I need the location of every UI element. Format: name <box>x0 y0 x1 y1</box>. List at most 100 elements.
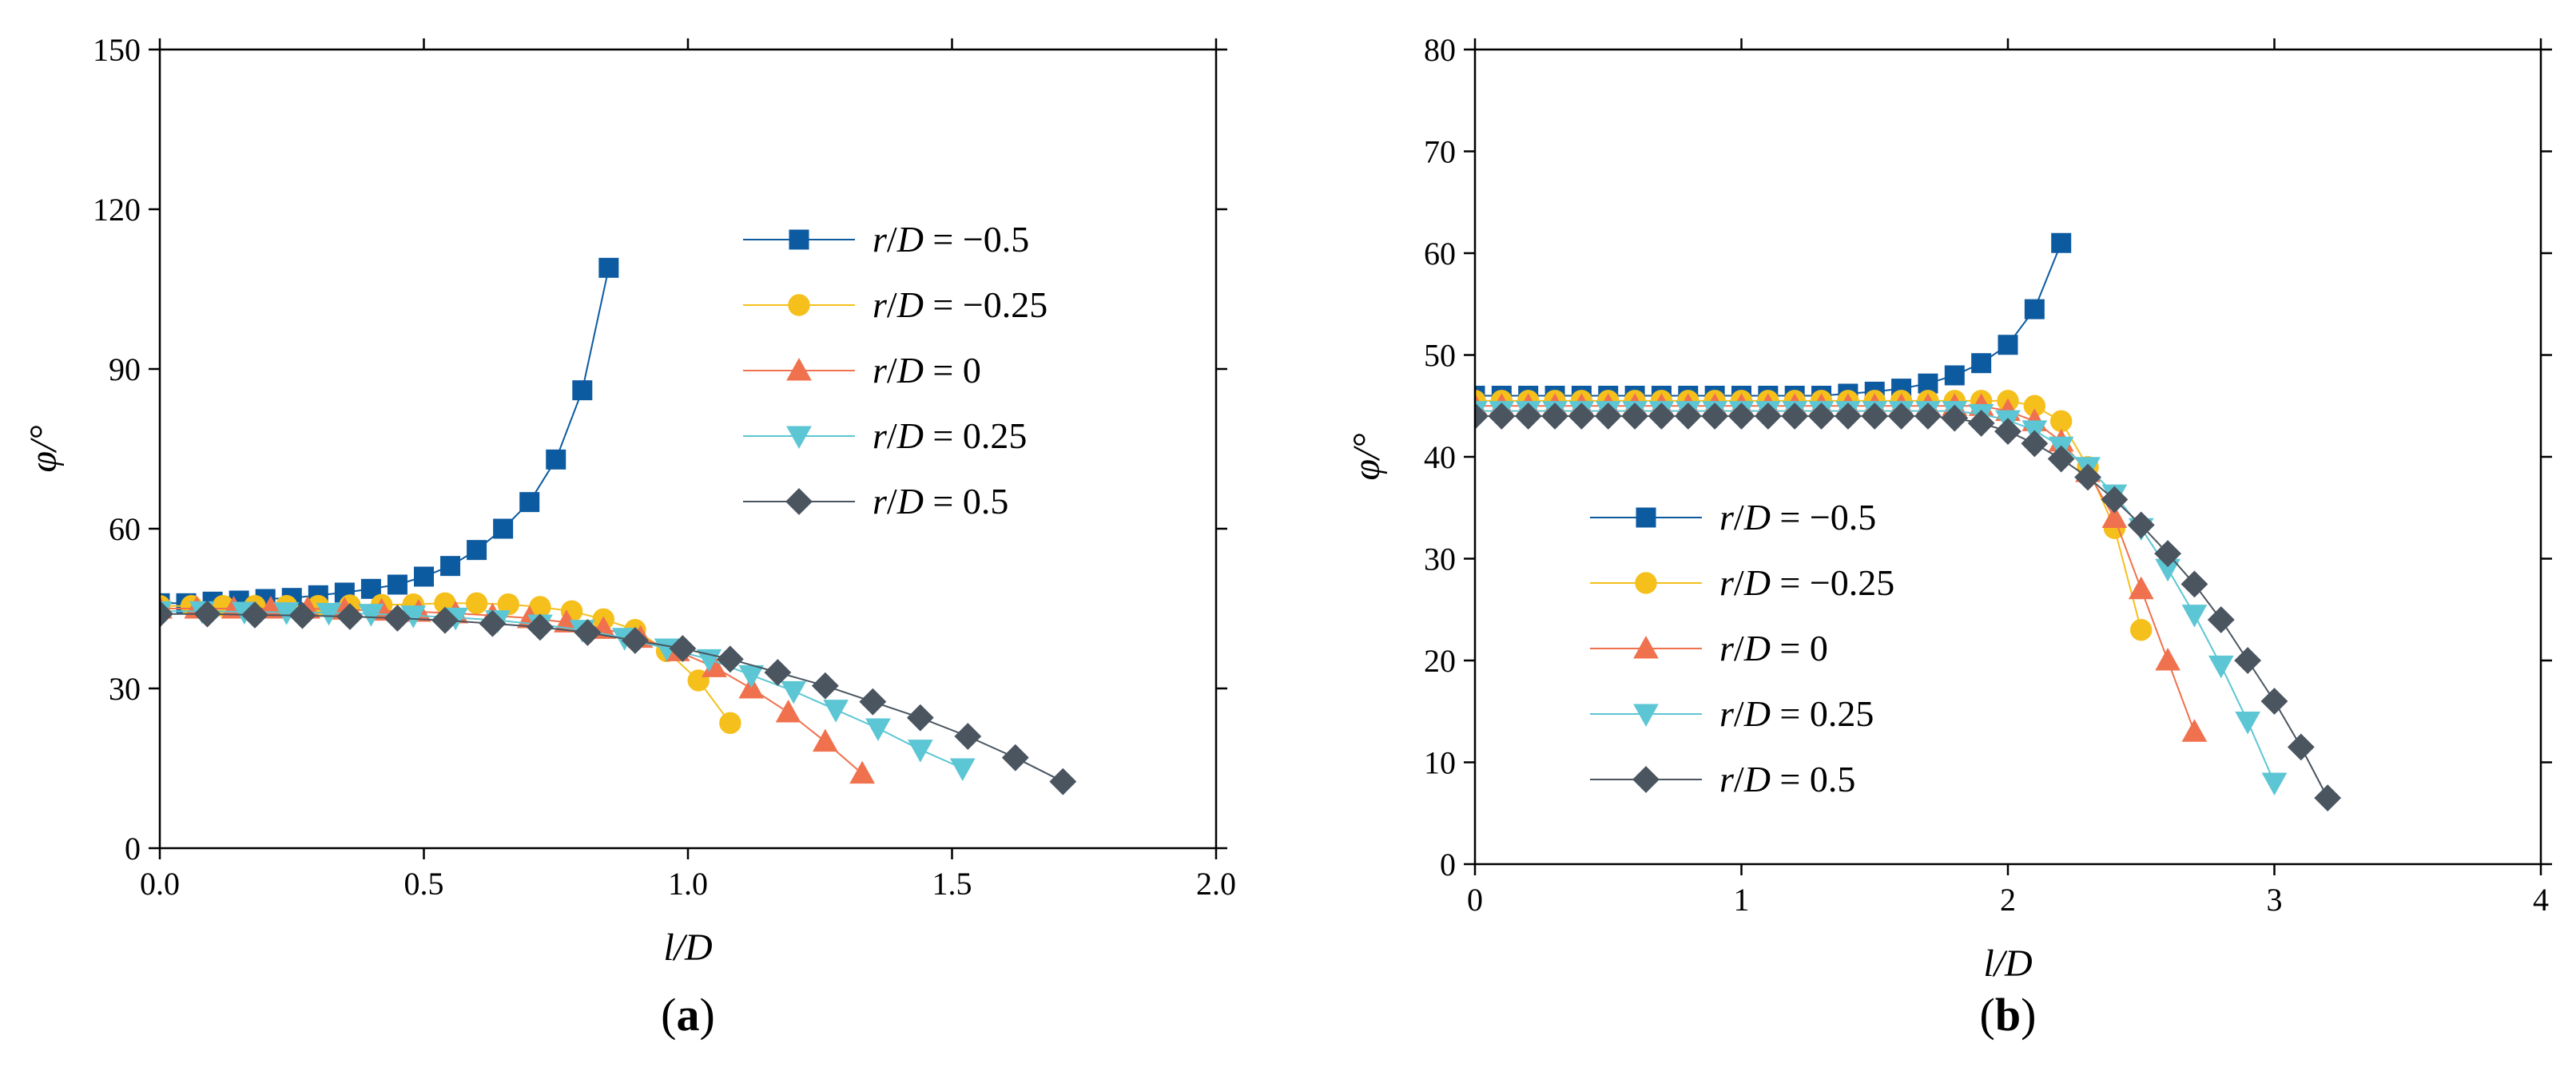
data-point <box>2051 232 2072 253</box>
series-4 <box>1475 403 2342 812</box>
data-point <box>598 257 619 278</box>
data-point <box>621 627 649 654</box>
data-point <box>2024 299 2045 319</box>
data-point <box>2101 505 2128 528</box>
legend-label: r/D = −0.25 <box>873 284 1047 325</box>
series-0 <box>1475 232 2072 406</box>
panel-label: (a) <box>661 989 715 1041</box>
y-tick-label: 20 <box>1424 643 1456 679</box>
data-point <box>1781 403 1809 430</box>
legend-marker <box>785 488 813 515</box>
y-tick-label: 30 <box>109 671 141 707</box>
data-point <box>764 659 792 686</box>
data-point <box>2130 619 2153 641</box>
x-tick-label: 1.0 <box>668 866 708 902</box>
legend-marker <box>1633 704 1659 728</box>
data-point <box>1967 410 1995 437</box>
x-tick-label: 1.5 <box>932 866 972 902</box>
data-point <box>849 760 875 784</box>
data-point <box>1621 403 1649 430</box>
series-0 <box>160 257 619 613</box>
data-point <box>414 566 434 587</box>
y-tick-label: 70 <box>1424 134 1456 170</box>
x-tick-label: 0 <box>1467 882 1483 918</box>
data-point <box>1994 418 2021 446</box>
y-tick-label: 10 <box>1424 745 1456 781</box>
legend-label: r/D = 0.5 <box>873 481 1008 522</box>
legend-label: r/D = 0.25 <box>873 415 1027 456</box>
data-point <box>2287 733 2315 761</box>
legend-label: r/D = 0 <box>1719 628 1828 668</box>
data-point <box>2101 486 2129 514</box>
data-point <box>1944 365 1965 386</box>
axes-frame <box>1473 48 2542 866</box>
x-tick-label: 2 <box>2000 882 2016 918</box>
data-point <box>1674 403 1702 430</box>
legend-marker <box>1632 766 1660 793</box>
series-line <box>160 613 1063 783</box>
y-tick-label: 40 <box>1424 439 1456 475</box>
panel-label: (b) <box>1980 989 2037 1041</box>
plot-area <box>160 257 1077 795</box>
data-point <box>241 601 268 629</box>
data-point <box>387 574 407 595</box>
data-point <box>1049 768 1077 795</box>
legend-marker <box>1635 572 1657 594</box>
data-point <box>1887 403 1915 430</box>
panel-a: 0.0 0.5 1.0 1.5 2.0 0 30 60 90 120 150 l/D φ/° (a) r/D… <box>22 32 1236 1041</box>
x-tick-label: 4 <box>2533 882 2549 918</box>
data-point <box>2208 655 2234 679</box>
x-tick-label: 0.0 <box>140 866 180 902</box>
y-tick-label: 50 <box>1424 338 1456 374</box>
data-point <box>574 619 602 646</box>
x-tick-label: 2.0 <box>1196 866 1236 902</box>
data-point <box>493 518 514 539</box>
x-tick-label: 3 <box>2267 882 2283 918</box>
data-point <box>497 593 519 616</box>
legend-label: r/D = 0 <box>873 350 981 391</box>
legend-marker <box>1636 507 1656 528</box>
data-point <box>719 712 741 735</box>
data-point <box>2047 445 2075 473</box>
data-point <box>1998 335 2018 355</box>
x-axis-label: l/D <box>1983 942 2032 985</box>
legend-marker <box>789 229 809 250</box>
data-point <box>1594 403 1622 430</box>
y-tick-label: 30 <box>1424 541 1456 577</box>
data-point <box>465 592 488 615</box>
data-point <box>1488 403 1516 430</box>
x-tick-label: 1 <box>1734 882 1750 918</box>
data-point <box>811 672 839 700</box>
legend-marker <box>786 357 812 381</box>
legend-label: r/D = 0.5 <box>1719 759 1855 799</box>
data-point <box>2261 772 2288 796</box>
data-point <box>1941 404 1969 432</box>
y-tick-label: 80 <box>1424 32 1456 68</box>
data-point <box>2260 688 2288 715</box>
data-point <box>440 556 461 577</box>
data-point <box>336 603 364 630</box>
data-point <box>2154 540 2182 568</box>
data-point <box>288 601 316 629</box>
data-point <box>1807 403 1835 430</box>
y-axis-label: φ/° <box>1346 433 1388 480</box>
data-point <box>907 740 933 763</box>
data-point <box>1701 403 1729 430</box>
data-point <box>813 728 838 752</box>
data-point <box>479 609 507 637</box>
data-point <box>1971 353 1992 374</box>
y-tick-label: 150 <box>93 32 141 68</box>
data-point <box>2180 570 2208 598</box>
legend: r/D = −0.5 r/D = −0.25 r/D = 0 r/D = 0.25 r/… <box>1590 497 1894 799</box>
axes-frame <box>158 48 1218 850</box>
legend-label: r/D = −0.5 <box>873 219 1029 260</box>
legend-marker <box>786 426 812 450</box>
legend-label: r/D = 0.25 <box>1719 693 1874 734</box>
y-tick-label: 90 <box>109 351 141 387</box>
data-point <box>1568 403 1596 430</box>
data-point <box>949 758 976 782</box>
plot-area <box>1475 232 2342 812</box>
data-point <box>1861 403 1889 430</box>
data-point <box>781 680 807 704</box>
